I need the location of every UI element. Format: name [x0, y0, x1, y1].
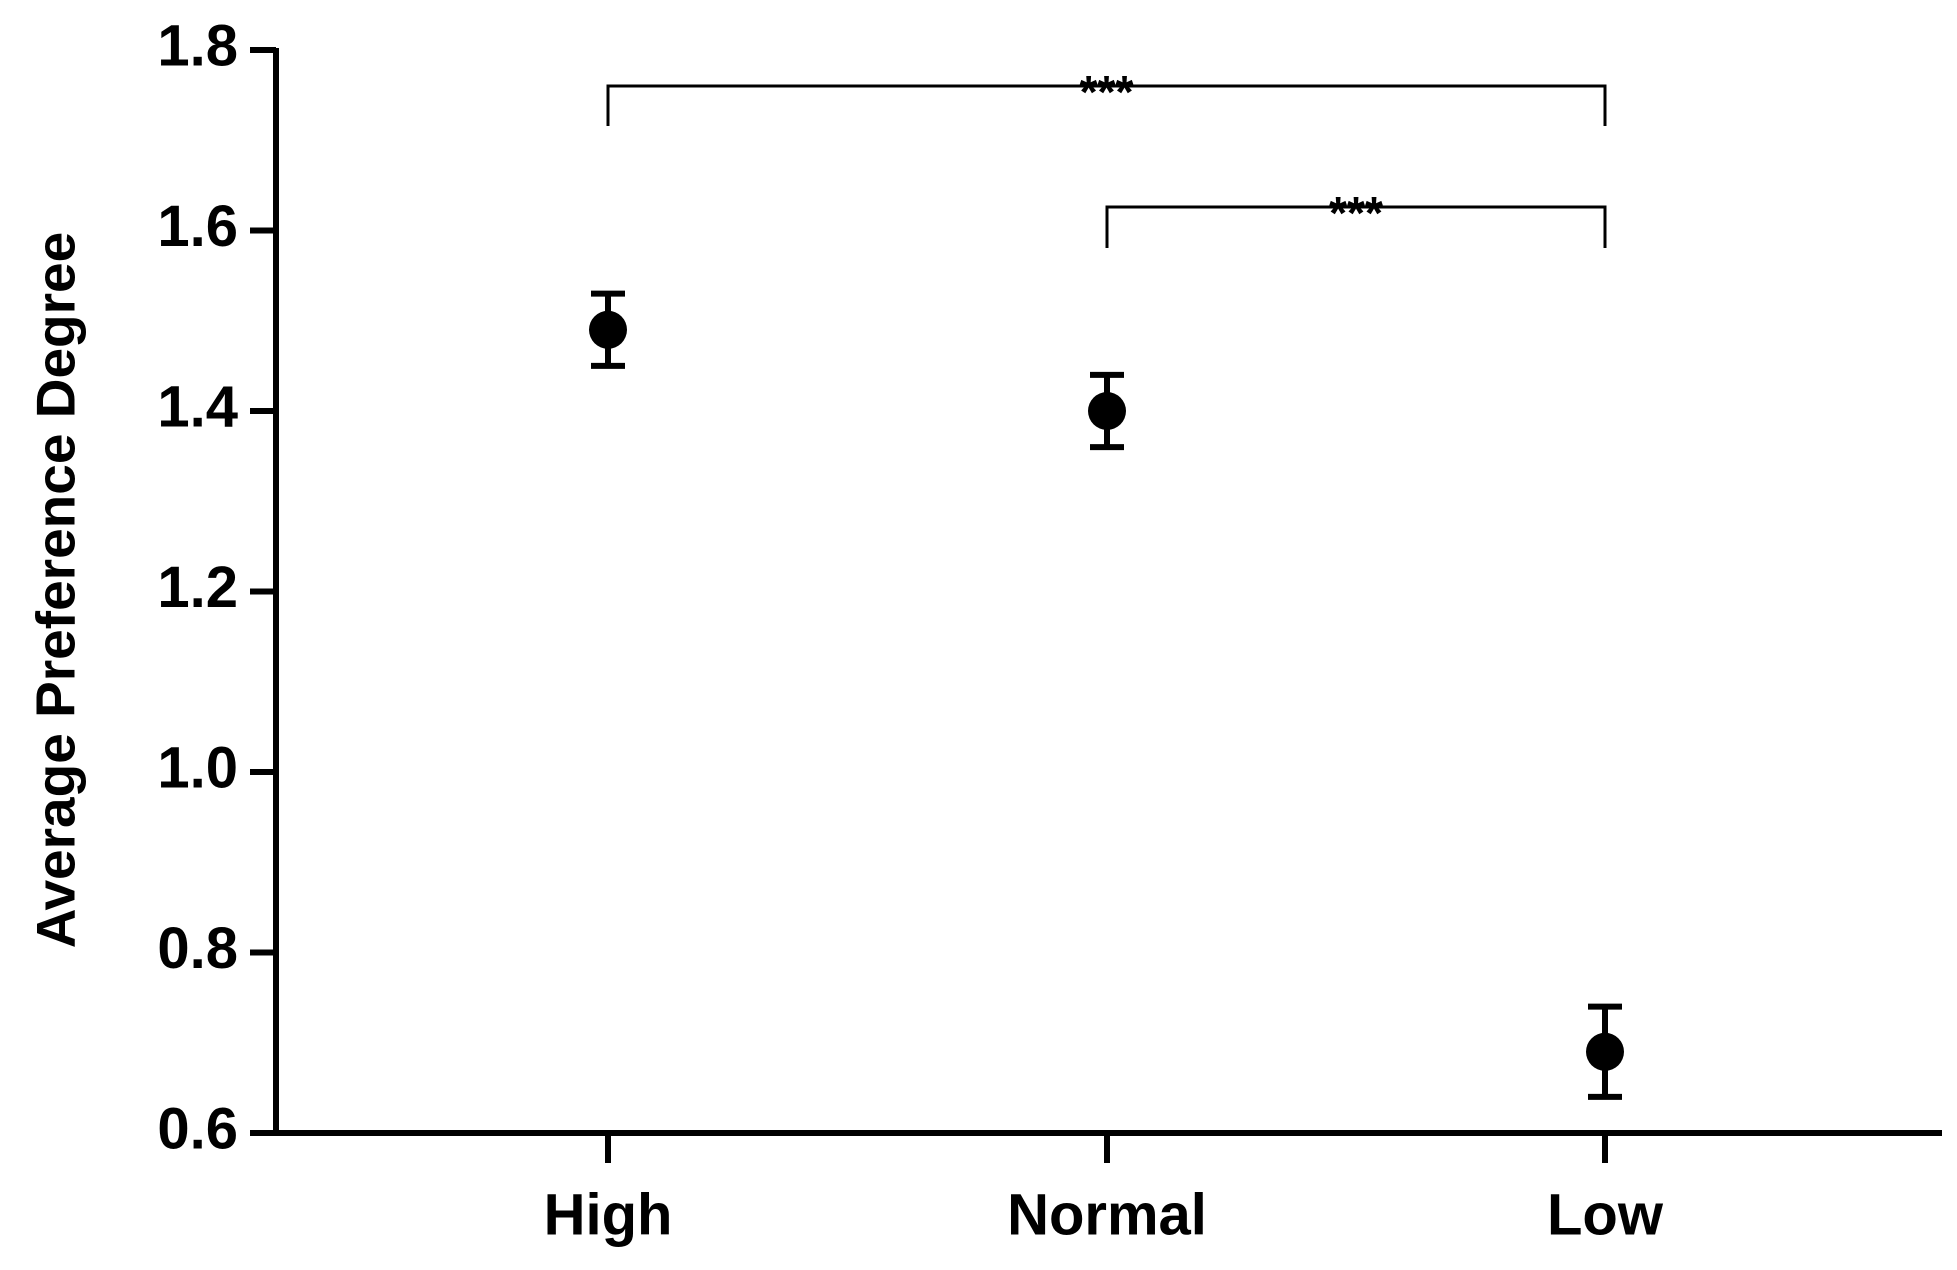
y-tick-label: 1.4: [157, 374, 238, 439]
y-tick-label: 0.6: [157, 1096, 238, 1161]
dot: [589, 310, 627, 349]
significance-bracket: [606, 84, 1607, 126]
x-tick-label: Low: [1547, 1182, 1664, 1247]
y-tick-label: 0.8: [157, 916, 238, 981]
significance-bracket: [1105, 205, 1607, 248]
dot: [1586, 1032, 1624, 1071]
significance-label: ***: [1080, 66, 1134, 118]
y-tick-label: 1.2: [157, 555, 238, 620]
y-tick-label: 1.8: [157, 13, 238, 78]
significance-label: ***: [1329, 187, 1383, 239]
y-tick-label: 1.0: [157, 735, 238, 800]
x-tick-label: High: [544, 1182, 673, 1247]
dot: [1088, 392, 1126, 430]
y-tick-label: 1.6: [157, 194, 238, 259]
y-axis-label: Average Preference Degree: [25, 232, 87, 948]
x-tick-label: Normal: [1007, 1182, 1207, 1247]
